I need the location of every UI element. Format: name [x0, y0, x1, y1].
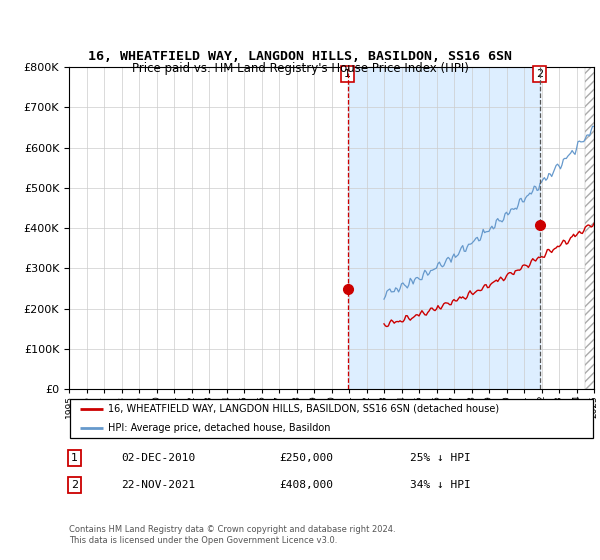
Text: 2: 2	[536, 69, 544, 79]
Text: 1: 1	[344, 69, 351, 79]
Text: 22-NOV-2021: 22-NOV-2021	[121, 480, 196, 490]
Polygon shape	[585, 67, 594, 389]
FancyBboxPatch shape	[70, 399, 593, 438]
Text: HPI: Average price, detached house, Basildon: HPI: Average price, detached house, Basi…	[109, 423, 331, 433]
Bar	[347, 67, 540, 389]
Text: Price paid vs. HM Land Registry's House Price Index (HPI): Price paid vs. HM Land Registry's House …	[131, 62, 469, 75]
Text: 16, WHEATFIELD WAY, LANGDON HILLS, BASILDON, SS16 6SN: 16, WHEATFIELD WAY, LANGDON HILLS, BASIL…	[88, 49, 512, 63]
Text: 34% ↓ HPI: 34% ↓ HPI	[410, 480, 471, 490]
Text: 02-DEC-2010: 02-DEC-2010	[121, 453, 196, 463]
Text: £250,000: £250,000	[279, 453, 333, 463]
Text: 16, WHEATFIELD WAY, LANGDON HILLS, BASILDON, SS16 6SN (detached house): 16, WHEATFIELD WAY, LANGDON HILLS, BASIL…	[109, 404, 499, 414]
Text: 25% ↓ HPI: 25% ↓ HPI	[410, 453, 471, 463]
Text: 1: 1	[71, 453, 78, 463]
Text: £408,000: £408,000	[279, 480, 333, 490]
Text: Contains HM Land Registry data © Crown copyright and database right 2024.
This d: Contains HM Land Registry data © Crown c…	[69, 525, 395, 545]
Text: 2: 2	[71, 480, 78, 490]
